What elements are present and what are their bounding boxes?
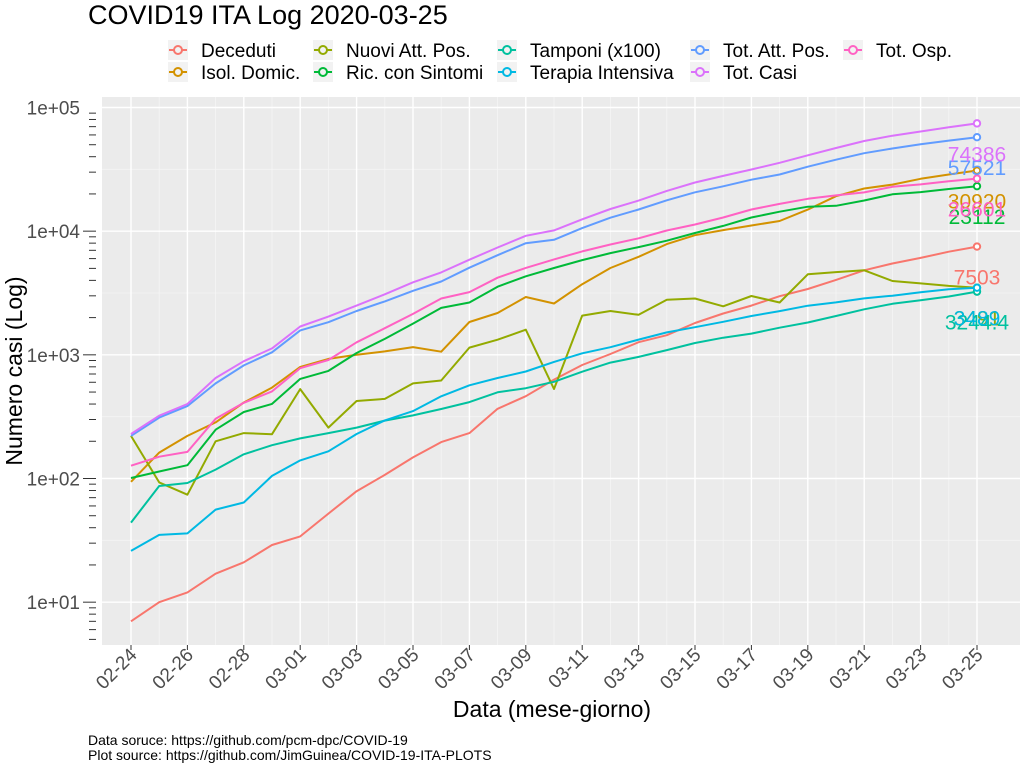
series-line-tamponi-x100 <box>130 290 978 524</box>
legend-item-isol-domic: Isol. Domic. <box>168 62 300 84</box>
x-tick-label: 03-11 <box>545 645 593 693</box>
x-tick-label: 03-09 <box>487 645 536 694</box>
legend-label: Ric. con Sintomi <box>346 63 483 84</box>
end-label-isol-domic: 30920 <box>948 191 1006 214</box>
legend-item-tot-casi: Tot. Casi <box>690 62 797 84</box>
legend-key-point <box>502 67 512 77</box>
caption-data-source: Data soruce: https://github.com/pcm-dpc/… <box>88 732 408 748</box>
legend-label: Nuovi Att. Pos. <box>346 41 471 62</box>
series-line-terapia-intensiva <box>130 286 978 552</box>
end-point-tot-osp <box>972 174 982 183</box>
legend-item-ric-con-sintomi: Ric. con Sintomi <box>313 62 483 84</box>
end-label-tamponi-x100: 3244.4 <box>945 312 1010 335</box>
series-line-tot-casi <box>130 122 978 435</box>
series-line-nuovi-att-pos <box>130 269 978 496</box>
end-point-tot-att-pos <box>972 132 982 142</box>
series-lines <box>130 122 978 623</box>
legend-key-point <box>695 45 705 55</box>
legend-key-point <box>848 45 858 55</box>
legend-label: Tot. Att. Pos. <box>723 41 830 62</box>
x-tick-label: 02-28 <box>205 645 254 694</box>
x-tick-label: 03-13 <box>600 645 649 694</box>
legend-item-deceduti: Deceduti <box>168 40 276 62</box>
legend-label: Tamponi (x100) <box>530 41 661 62</box>
series-line-tot-att-pos <box>130 136 978 437</box>
x-axis: 02-24 02-26 02-28 03-01 03-03 03-05 03-07 03-09… <box>92 644 987 694</box>
legend-item-tot-att-pos: Tot. Att. Pos. <box>690 40 830 62</box>
legend-key-point <box>502 45 512 55</box>
end-label-nuovi-att-pos: 3491 <box>954 308 1001 331</box>
legend-item-tamponi-x100: Tamponi (x100) <box>497 40 661 62</box>
end-points <box>972 119 982 296</box>
x-tick-label: 02-24 <box>92 644 142 694</box>
legend-key-point <box>318 67 328 77</box>
legend: Deceduti Nuovi Att. Pos. Tamponi (x100) Tot… <box>168 40 952 84</box>
x-tick-label: 03-19 <box>769 645 818 694</box>
x-tick-label: 03-03 <box>318 645 367 694</box>
chart-title: COVID19 ITA Log 2020-03-25 <box>88 0 448 30</box>
legend-item-tot-osp: Tot. Osp. <box>843 40 952 62</box>
y-tick-label: 1e+01 <box>27 593 80 614</box>
x-axis-title: Data (mese-giorno) <box>453 696 651 722</box>
legend-label: Terapia Intensiva <box>530 63 674 84</box>
legend-key-point <box>318 45 328 55</box>
end-label-deceduti: 7503 <box>954 267 1001 290</box>
y-tick-label: 1e+03 <box>27 346 80 367</box>
x-tick-label: 03-15 <box>656 645 705 694</box>
legend-key-point <box>695 67 705 77</box>
end-point-terapia-intensiva <box>972 283 982 292</box>
x-tick-label: 03-17 <box>713 645 762 694</box>
y-tick-label: 1e+04 <box>27 222 81 243</box>
legend-label: Deceduti <box>201 41 276 62</box>
end-point-tot-casi <box>972 119 982 128</box>
x-tick-label: 03-07 <box>431 645 480 694</box>
end-label-tot-osp: 26601 <box>948 199 1006 222</box>
x-tick-label: 03-21 <box>826 645 875 694</box>
series-line-deceduti <box>130 245 978 623</box>
end-point-isol-domic <box>972 166 982 175</box>
legend-label: Tot. Casi <box>723 63 797 84</box>
end-label-tot-casi: 74386 <box>948 143 1006 166</box>
x-tick-label: 02-26 <box>149 645 198 694</box>
x-tick-label: 03-05 <box>374 645 423 694</box>
end-point-deceduti <box>972 242 982 251</box>
legend-label: Tot. Osp. <box>876 41 952 62</box>
legend-key-point <box>173 45 183 55</box>
x-tick-label: 03-01 <box>262 645 311 694</box>
series-line-ric-con-sintomi <box>130 185 978 479</box>
end-point-ric-con-sintomi <box>972 181 982 191</box>
legend-key-point <box>173 67 183 77</box>
end-label-terapia-intensiva: 3489 <box>954 308 1001 331</box>
x-tick-label: 03-25 <box>938 645 987 694</box>
y-axis: 1e+01 1e+02 1e+03 1e+04 1e+05 <box>27 98 96 640</box>
end-label-ric-con-sintomi: 23112 <box>949 206 1006 229</box>
y-axis-title: Numero casi (Log) <box>1 276 27 465</box>
legend-item-terapia-intensiva: Terapia Intensiva <box>497 62 674 84</box>
end-label-tot-att-pos: 57521 <box>948 157 1006 180</box>
y-tick-label: 1e+05 <box>27 98 80 119</box>
caption-plot-source: Plot source: https://github.com/JimGuine… <box>88 747 492 763</box>
y-tick-label: 1e+02 <box>27 470 80 491</box>
x-tick-label: 03-23 <box>882 645 931 694</box>
legend-item-nuovi-att-pos: Nuovi Att. Pos. <box>313 40 471 62</box>
series-line-tot-osp <box>130 177 978 467</box>
legend-label: Isol. Domic. <box>201 63 300 84</box>
